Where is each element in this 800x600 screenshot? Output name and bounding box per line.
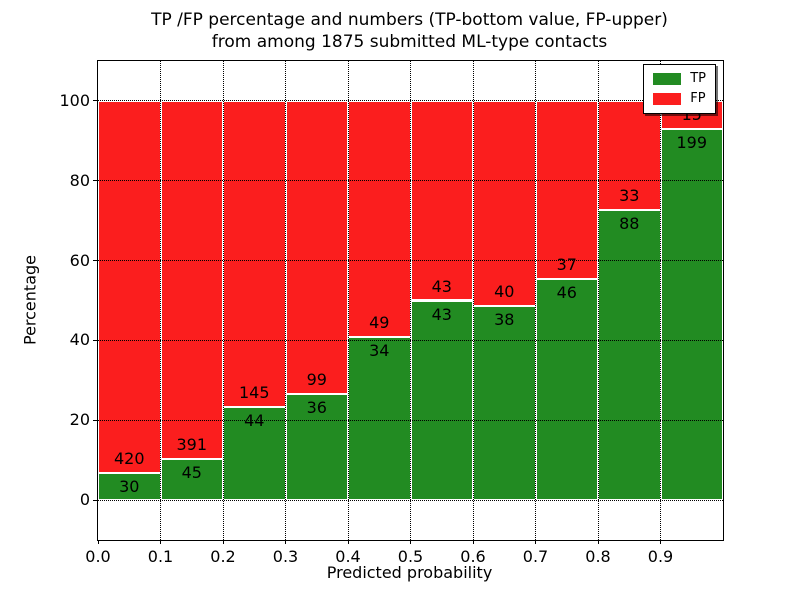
plot-area: TP FP 420 30 391 45 145 44 99 36 49 34 43 43 40 38 37 46… — [59, 60, 724, 566]
fp-count-label: 49 — [369, 312, 390, 332]
fp-swatch — [653, 93, 682, 105]
fp-count-label: 145 — [238, 383, 270, 403]
bar-fp-segment — [473, 100, 536, 306]
y-tick-mark — [93, 260, 97, 262]
chart-title-line2: from among 1875 submitted ML-type contac… — [211, 32, 608, 52]
bar-fp-segment — [348, 100, 411, 337]
chart-title-line1: TP /FP percentage and numbers (TP-bottom… — [151, 10, 668, 30]
bar-tp-segment — [535, 278, 598, 501]
bar-tp-segment — [598, 209, 661, 501]
x-tick-mark — [535, 540, 536, 544]
x-gridline — [472, 61, 474, 540]
y-tick-label: 80 — [69, 170, 90, 190]
tp-count-label: 36 — [306, 397, 327, 417]
bar-fp-segment — [160, 100, 223, 459]
legend: TP FP — [643, 64, 716, 114]
bar-tp-segment — [348, 336, 411, 501]
x-gridline — [535, 61, 536, 540]
tp-count-label: 44 — [244, 411, 265, 431]
y-tick-label: 60 — [69, 250, 90, 270]
bar-tp-segment — [660, 128, 723, 501]
y-tick-mark — [93, 180, 97, 182]
x-tick-mark — [285, 540, 286, 544]
x-tick-mark — [660, 540, 661, 544]
x-gridline — [660, 61, 661, 540]
fp-count-label: 420 — [113, 449, 145, 469]
y-tick-mark — [93, 339, 97, 341]
legend-label-tp: TP — [690, 71, 706, 86]
y-tick-mark — [93, 100, 97, 102]
x-tick-mark — [160, 540, 161, 544]
x-tick-label: 0.6 — [460, 547, 486, 566]
bar-fp-segment — [410, 100, 473, 301]
x-gridline — [285, 61, 286, 540]
legend-item-tp: TP — [653, 72, 706, 86]
x-gridline — [597, 61, 599, 540]
tp-swatch — [653, 73, 682, 85]
x-tick-label: 0.1 — [147, 547, 174, 566]
bar-fp-segment — [285, 100, 348, 394]
fp-count-label: 33 — [619, 185, 640, 205]
x-gridline — [222, 61, 224, 540]
tp-count-label: 30 — [119, 477, 140, 497]
bar-fp-segment — [223, 100, 286, 408]
x-tick-label: 0.9 — [647, 547, 674, 566]
x-gridline — [410, 61, 411, 540]
legend-item-fp: FP — [653, 92, 706, 106]
y-tick-label: 20 — [69, 410, 90, 430]
x-tick-label: 0.3 — [272, 547, 299, 566]
y-tick-mark — [93, 419, 97, 421]
x-tick-mark — [597, 540, 599, 544]
fp-count-label: 37 — [556, 254, 577, 274]
bar-fp-segment — [535, 100, 598, 279]
chart-title: TP /FP percentage and numbers (TP-bottom… — [97, 9, 722, 53]
x-tick-mark — [472, 540, 474, 544]
y-tick-label: 0 — [79, 490, 90, 510]
x-tick-mark — [97, 540, 99, 544]
tp-count-label: 34 — [369, 340, 390, 360]
bar-tp-segment — [473, 305, 536, 501]
y-tick-label: 100 — [59, 90, 90, 110]
tp-count-label: 43 — [431, 304, 452, 324]
x-tick-label: 0.2 — [210, 547, 236, 566]
fp-count-label: 391 — [176, 434, 208, 454]
x-tick-label: 0.7 — [522, 547, 549, 566]
tp-count-label: 46 — [556, 282, 577, 302]
x-tick-mark — [347, 540, 349, 544]
x-gridline — [347, 61, 349, 540]
fp-count-label: 99 — [306, 369, 327, 389]
x-tick-label: 0.0 — [85, 547, 111, 566]
fp-count-label: 43 — [431, 276, 452, 296]
x-tick-label: 0.4 — [335, 547, 361, 566]
tp-count-label: 45 — [181, 462, 202, 482]
x-tick-mark — [410, 540, 411, 544]
x-tick-label: 0.8 — [585, 547, 611, 566]
tp-count-label: 38 — [494, 309, 515, 329]
x-gridline — [160, 61, 161, 540]
x-axis-label: Predicted probability — [326, 563, 493, 582]
bar-tp-segment — [410, 300, 473, 501]
tp-count-label: 88 — [619, 213, 640, 233]
legend-label-fp: FP — [690, 91, 706, 106]
x-tick-label: 0.5 — [397, 547, 424, 566]
bar-tp-segment — [160, 458, 223, 501]
x-tick-mark — [222, 540, 224, 544]
y-tick-label: 40 — [69, 330, 90, 350]
bar-fp-segment — [98, 100, 161, 474]
fp-count-label: 40 — [494, 281, 515, 301]
tp-count-label: 199 — [676, 132, 708, 152]
y-tick-mark — [93, 499, 97, 501]
